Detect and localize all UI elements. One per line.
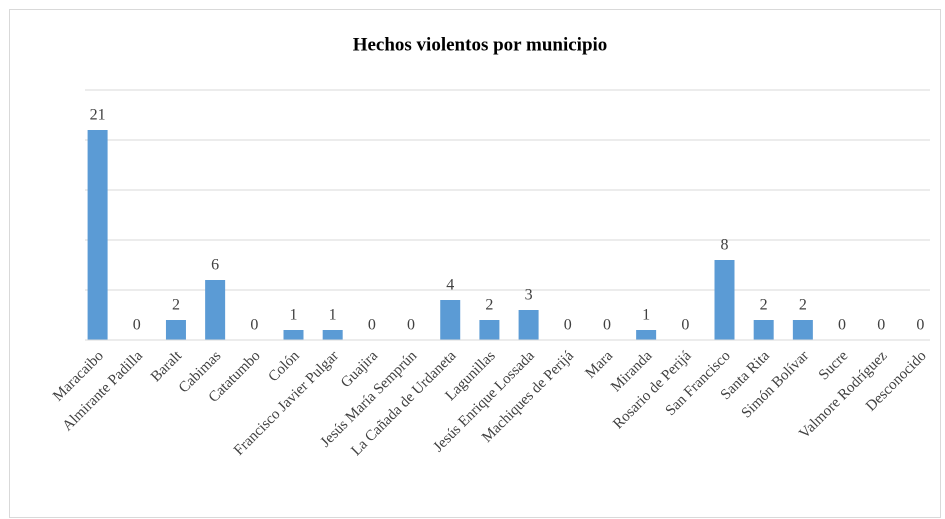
data-label: 6 [211, 257, 219, 274]
data-label: 0 [564, 317, 572, 334]
data-label: 4 [446, 277, 454, 294]
data-label: 0 [681, 317, 689, 334]
data-label: 0 [407, 317, 415, 334]
bar [205, 280, 226, 340]
data-label: 0 [603, 317, 611, 334]
data-label: 0 [916, 317, 924, 334]
bar [165, 320, 186, 340]
bar [479, 320, 500, 340]
data-label: 1 [642, 307, 650, 324]
data-label: 2 [485, 297, 493, 314]
bar [753, 320, 774, 340]
data-label: 8 [721, 237, 729, 254]
data-label: 0 [250, 317, 258, 334]
chart-title: Hechos violentos por municipio [353, 34, 608, 55]
data-label: 0 [368, 317, 376, 334]
data-label: 2 [760, 297, 768, 314]
data-label: 21 [90, 107, 106, 124]
bar [322, 330, 343, 340]
data-label: 1 [329, 307, 337, 324]
data-label: 2 [799, 297, 807, 314]
data-label: 0 [838, 317, 846, 334]
bar [87, 130, 108, 340]
data-label: 2 [172, 297, 180, 314]
chart-border [9, 9, 941, 518]
data-label: 3 [525, 287, 533, 304]
bar [792, 320, 813, 340]
bar [283, 330, 304, 340]
data-label: 1 [290, 307, 298, 324]
bar [518, 310, 539, 340]
data-label: 0 [877, 317, 885, 334]
bar [636, 330, 657, 340]
bar [440, 300, 461, 340]
bar [714, 260, 735, 340]
data-label: 0 [133, 317, 141, 334]
